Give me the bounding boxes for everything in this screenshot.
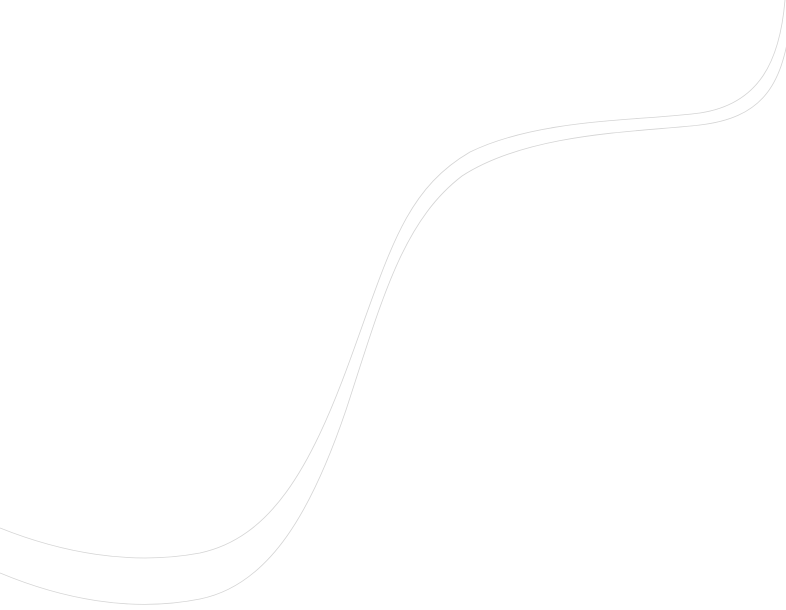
wave-curve-lower	[0, 46, 786, 605]
wave-curve-upper	[0, 0, 786, 559]
